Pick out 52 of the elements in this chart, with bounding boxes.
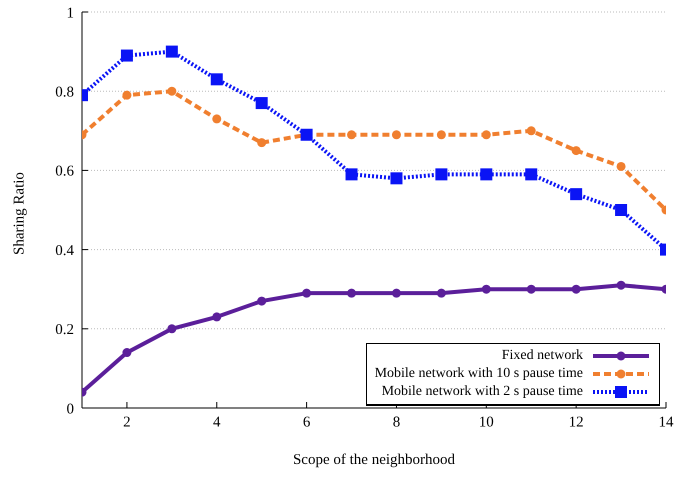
- y-tick-label: 0.6: [55, 164, 74, 180]
- x-tick-label: 4: [213, 414, 222, 431]
- x-tick-label: 2: [123, 414, 131, 431]
- legend-label: Mobile network with 10 s pause time: [374, 365, 583, 383]
- point: [122, 348, 132, 358]
- y-tick-label: 1: [66, 5, 74, 22]
- point: [347, 130, 356, 140]
- point: [482, 130, 491, 140]
- x-tick-label: 6: [302, 414, 311, 431]
- x-tick-label: 10: [478, 414, 494, 431]
- point: [616, 280, 626, 290]
- point: [572, 146, 581, 156]
- y-tick-label: 0: [66, 401, 74, 418]
- y-axis-title: Sharing Ratio: [11, 172, 28, 255]
- legend-label: Fixed network: [502, 347, 583, 365]
- point: [436, 130, 446, 140]
- point: [346, 168, 358, 180]
- point: [392, 288, 401, 298]
- point: [480, 168, 492, 180]
- point: [167, 86, 176, 96]
- point: [525, 168, 538, 180]
- point: [616, 162, 626, 171]
- y-tick-label: 0.8: [55, 84, 74, 101]
- point: [615, 204, 628, 216]
- point: [390, 172, 402, 184]
- point: [256, 97, 268, 110]
- point: [210, 73, 223, 86]
- point: [482, 284, 491, 294]
- point: [392, 130, 401, 140]
- point: [122, 90, 132, 100]
- point: [212, 312, 222, 322]
- x-tick-label: 14: [658, 414, 674, 431]
- point: [436, 288, 446, 298]
- x-tick-label: 8: [392, 414, 400, 431]
- x-tick-label: 12: [568, 414, 584, 431]
- x-axis-title: Scope of the neighborhood: [292, 452, 456, 468]
- point: [572, 284, 581, 294]
- point: [435, 168, 448, 180]
- point: [526, 126, 536, 136]
- point: [257, 296, 266, 306]
- point: [257, 138, 266, 148]
- legend-label: Mobile network with 2 s pause time: [382, 383, 583, 401]
- point: [212, 114, 222, 124]
- point: [120, 50, 133, 62]
- point: [166, 46, 178, 58]
- point: [302, 288, 312, 298]
- y-tick-label: 0.2: [55, 322, 74, 338]
- y-tick-label: 0.4: [55, 242, 74, 259]
- point: [167, 324, 176, 334]
- point: [526, 284, 536, 294]
- point: [347, 288, 356, 298]
- point: [570, 188, 582, 200]
